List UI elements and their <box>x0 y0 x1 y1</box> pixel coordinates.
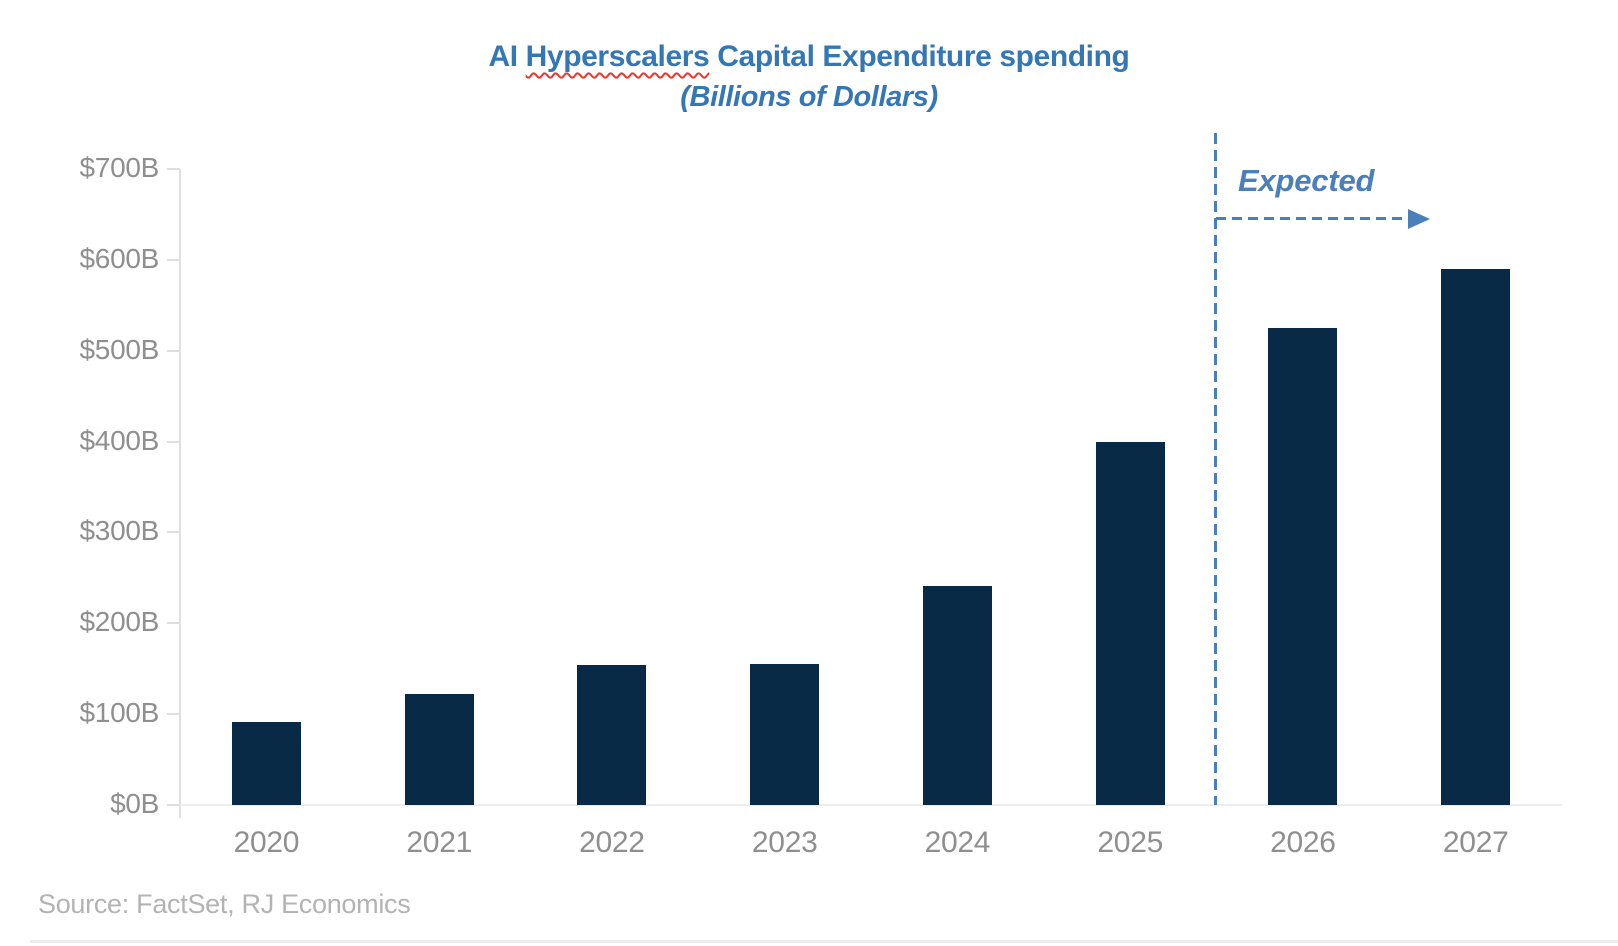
bar-2020 <box>231 722 301 805</box>
title-block: AI Hyperscalers Capital Expenditure spen… <box>0 40 1618 114</box>
y-axis-tick <box>167 804 180 806</box>
title-misspelled-word: Hyperscalers <box>525 40 710 73</box>
y-axis-label: $0B <box>110 788 159 819</box>
x-axis-label-2025: 2025 <box>1097 826 1163 859</box>
y-axis-tick <box>167 440 180 443</box>
expected-label: Expected <box>1238 163 1375 198</box>
x-axis-label-2024: 2024 <box>924 826 991 859</box>
bar-2025 <box>1095 441 1165 805</box>
expected-arrow-head-icon <box>1408 209 1430 229</box>
x-axis-label-2022: 2022 <box>579 826 645 859</box>
x-axis-label-2020: 2020 <box>233 826 300 859</box>
chart-title: AI Hyperscalers Capital Expenditure spen… <box>0 40 1618 75</box>
y-axis-label: $400B <box>79 424 160 456</box>
source-text: Source: FactSet, RJ Economics <box>38 889 411 919</box>
x-axis-label-2027: 2027 <box>1442 826 1509 859</box>
x-axis-baseline <box>167 804 1562 806</box>
y-axis-tick <box>167 168 180 170</box>
x-axis-label-2021: 2021 <box>406 826 472 859</box>
y-axis-tick <box>167 531 180 534</box>
expected-arrow-line <box>1216 217 1410 220</box>
chart-subtitle: (Billions of Dollars) <box>680 80 938 113</box>
title-prefix: AI <box>488 40 526 73</box>
y-axis-label: $600B <box>79 242 160 274</box>
bar-2027 <box>1441 268 1511 805</box>
x-axis-label-2023: 2023 <box>751 826 818 859</box>
bar-2021 <box>404 694 474 805</box>
bottom-divider <box>30 940 1618 943</box>
y-axis-label: $300B <box>79 515 160 547</box>
y-axis-line <box>179 169 181 818</box>
y-axis-label: $100B <box>79 697 160 729</box>
bar-2026 <box>1268 328 1338 805</box>
y-axis-label: $700B <box>79 152 160 183</box>
expected-divider-line <box>1214 133 1217 805</box>
x-axis-label-2026: 2026 <box>1270 826 1336 859</box>
title-suffix: Capital Expenditure spending <box>709 40 1130 73</box>
y-axis-tick <box>167 713 180 716</box>
y-axis-tick <box>167 622 180 625</box>
y-axis-tick <box>167 349 180 352</box>
bar-2024 <box>922 586 992 805</box>
y-axis-label: $500B <box>79 333 160 365</box>
y-axis-label: $200B <box>79 606 160 638</box>
y-axis-tick <box>167 258 180 261</box>
bar-2022 <box>577 665 647 805</box>
bar-2023 <box>750 664 820 805</box>
